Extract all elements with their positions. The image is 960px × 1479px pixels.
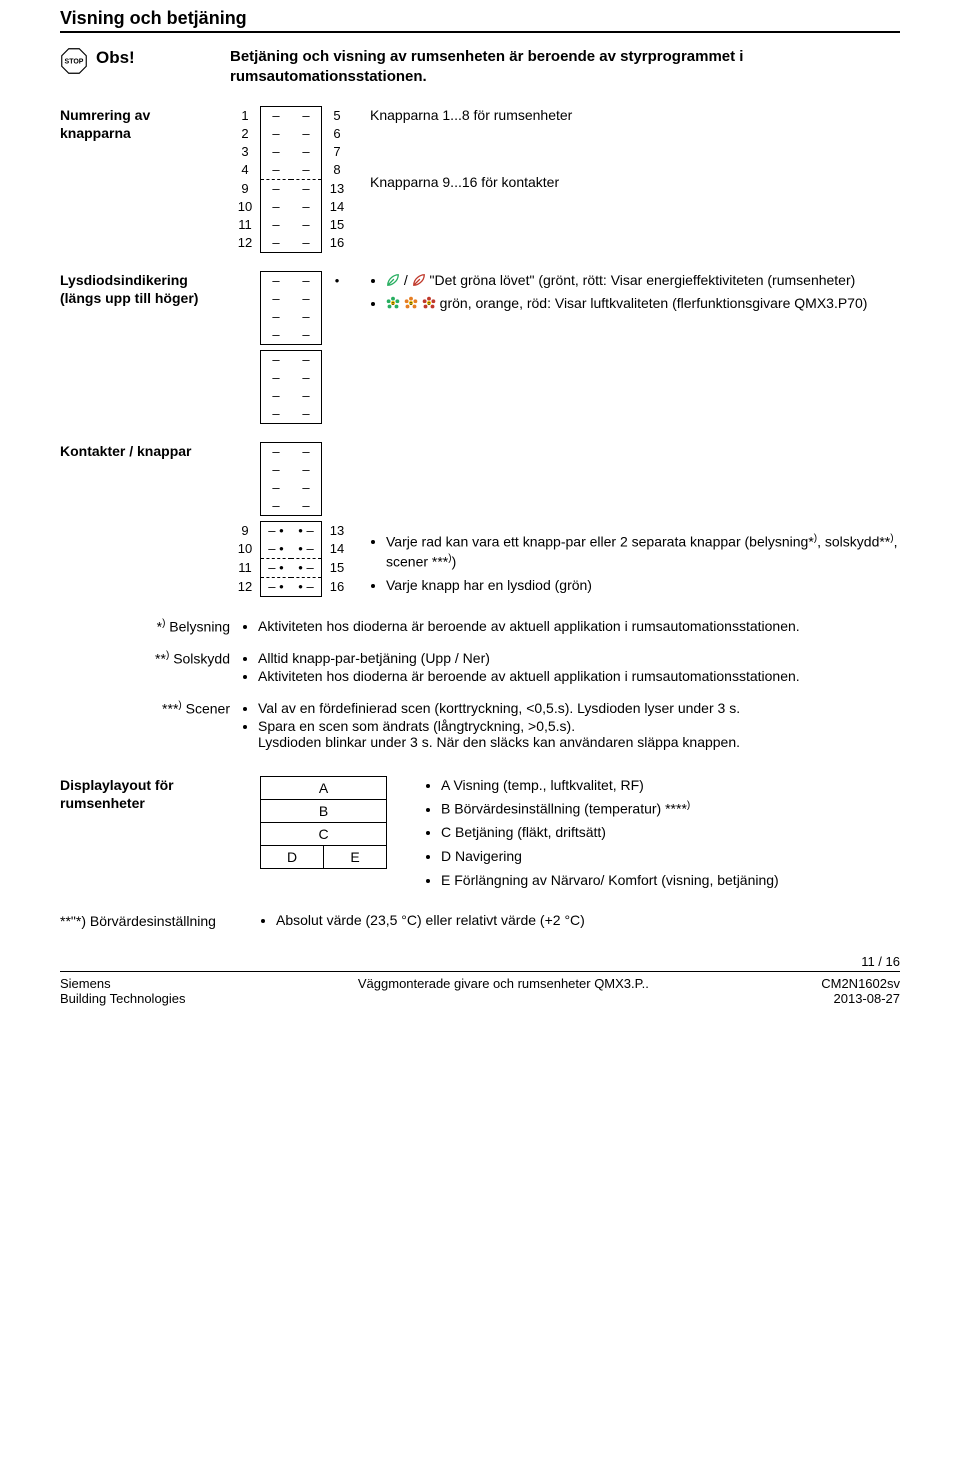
page-number: 11 / 16 <box>60 954 900 972</box>
kontakt-label: Kontakter / knappar <box>60 442 230 460</box>
numbering-label: Numrering av knapparna <box>60 106 230 142</box>
stop-icon: STOP <box>60 47 88 75</box>
lys-diagram: ––• –– –– –– –– –– –– –– <box>230 271 352 424</box>
leaf-red-icon <box>412 273 426 287</box>
obs-body: Betjäning och visning av rumsenheten är … <box>230 47 900 88</box>
lys-bullet-1: / "Det gröna lövet" (grönt, rött: Visar … <box>386 271 900 291</box>
kontakt-diagram: –– –– –– –– 9 – •• – 13 10 – •• – 14 11 … <box>230 442 352 597</box>
display-box: A B C DE <box>230 776 407 869</box>
display-B: B Börvärdesinställning (temperatur) ****… <box>441 799 900 819</box>
borvarde-label: **"*) Börvärdesinställning <box>60 912 260 930</box>
lys-label: Lysdiodsindikering (längs upp till höger… <box>60 271 230 307</box>
numbering-desc1: Knapparna 1...8 för rumsenheter <box>370 106 900 126</box>
page-title: Visning och betjäning <box>60 8 900 33</box>
display-C: C Betjäning (fläkt, driftsätt) <box>441 823 900 843</box>
display-D: D Navigering <box>441 847 900 867</box>
fn1-label: *) Belysning <box>142 618 242 635</box>
numbering-diagram: 1 –– 5 2 –– 6 3 –– 7 4 –– 8 <box>230 106 352 253</box>
fn3-b2: Spara en scen som ändrats (långtryckning… <box>258 718 900 750</box>
footer-center: Väggmonterade givare och rumsenheter QMX… <box>358 976 649 1006</box>
lys-bullet-2: grön, orange, röd: Visar luftkvaliteten … <box>386 294 900 314</box>
fn2-b2: Aktiviteten hos dioderna är beroende av … <box>258 668 900 684</box>
svg-text:STOP: STOP <box>65 59 84 66</box>
obs-label: Obs! <box>96 47 135 69</box>
flower-green-icon <box>386 296 400 310</box>
numbering-desc2: Knapparna 9...16 för kontakter <box>370 173 900 193</box>
kontakt-bullet-1: Varje rad kan vara ett knapp-par eller 2… <box>386 532 900 573</box>
leaf-green-icon <box>386 273 400 287</box>
flower-red-icon <box>422 296 436 310</box>
footer-right: CM2N1602sv 2013-08-27 <box>821 976 900 1006</box>
fn1-b1: Aktiviteten hos dioderna är beroende av … <box>258 618 900 634</box>
display-label: Displaylayout för rumsenheter <box>60 776 230 812</box>
footer-left: Siemens Building Technologies <box>60 976 186 1006</box>
display-A: A Visning (temp., luftkvalitet, RF) <box>441 776 900 796</box>
display-E: E Förlängning av Närvaro/ Komfort (visni… <box>441 871 900 891</box>
fn3-b1: Val av en fördefinierad scen (korttryckn… <box>258 700 900 716</box>
fn3-label: ***) Scener <box>142 700 242 717</box>
borvarde-b1: Absolut värde (23,5 °C) eller relativt v… <box>276 912 900 928</box>
kontakt-bullet-2: Varje knapp har en lysdiod (grön) <box>386 576 900 596</box>
flower-orange-icon <box>404 296 418 310</box>
fn2-label: **) Solskydd <box>142 650 242 667</box>
fn2-b1: Alltid knapp-par-betjäning (Upp / Ner) <box>258 650 900 666</box>
